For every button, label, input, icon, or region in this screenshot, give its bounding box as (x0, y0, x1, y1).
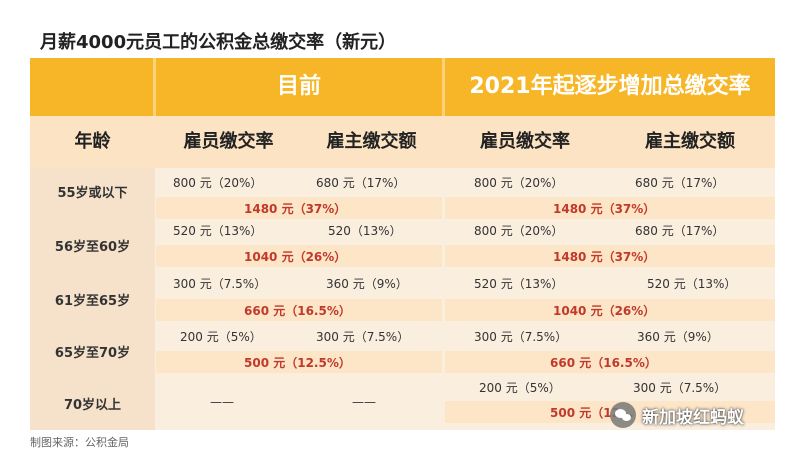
row-age: 56岁至60岁 (54, 240, 131, 255)
total-band (156, 197, 442, 219)
cur-employee-cell: 800 元（20%） (173, 176, 263, 190)
col-employee-rate-2021: 雇员缴交率 (480, 131, 570, 152)
new-total-cell: 660 元（16.5%） (550, 356, 657, 370)
new-employer-cell: 300 元（7.5%） (633, 381, 727, 395)
total-band (445, 245, 775, 267)
header-divider (442, 58, 445, 116)
cur-employee-cell: 520 元（13%） (173, 224, 263, 238)
header-future: 2021年起逐步增加总缴交率 (469, 74, 751, 99)
source-note: 制图来源：公积金局 (30, 436, 129, 449)
new-total-cell: 1040 元（26%） (553, 304, 656, 318)
col-employee-rate: 雇员缴交率 (183, 131, 274, 152)
new-employer-cell: 520 元（13%） (647, 277, 737, 291)
cur-employer-cell: 360 元（9%） (326, 277, 408, 291)
col-employer-amount: 雇主缴交额 (326, 131, 417, 152)
new-employer-cell: 360 元（9%） (637, 330, 719, 344)
page-title: 月薪4000元员工的公积金总缴交率（新元） (40, 32, 397, 53)
cur-total-cell: 1040 元（26%） (244, 250, 347, 264)
wechat-icon (610, 402, 636, 428)
header-current: 目前 (276, 74, 321, 99)
total-band (445, 197, 775, 219)
header-divider (153, 58, 156, 116)
age-column (30, 168, 155, 430)
cur-total-cell: 500 元（12.5%） (244, 356, 351, 370)
new-employee-cell: 200 元（5%） (479, 381, 561, 395)
cpf-rate-table: 目前 2021年起逐步增加总缴交率 年龄 雇员缴交率 雇主缴交额 雇员缴交率 雇… (30, 58, 775, 430)
cur-employer-cell: 680 元（17%） (316, 176, 406, 190)
cur-employer-cell: —— (352, 395, 376, 409)
new-employer-cell: 680 元（17%） (635, 176, 725, 190)
row-age: 70岁以上 (63, 398, 122, 413)
new-employee-cell: 800 元（20%） (474, 224, 564, 238)
cur-employee-cell: —— (210, 395, 234, 409)
new-employee-cell: 300 元（7.5%） (474, 330, 568, 344)
col-age: 年龄 (74, 131, 111, 152)
new-employee-cell: 800 元（20%） (474, 176, 564, 190)
total-band (445, 351, 775, 373)
watermark-text: 新加坡红蚂蚁 (642, 407, 744, 428)
row-age: 55岁或以下 (57, 186, 128, 201)
new-employee-cell: 520 元（13%） (474, 277, 564, 291)
row-age: 65岁至70岁 (54, 346, 131, 361)
table-subheader (30, 116, 775, 168)
new-employer-cell: 680 元（17%） (635, 224, 725, 238)
cur-employee-cell: 200 元（5%） (180, 330, 262, 344)
cur-total-cell: 660 元（16.5%） (244, 304, 351, 318)
watermark: 新加坡红蚂蚁 (610, 400, 744, 430)
cur-employer-cell: 520（13%） (328, 224, 402, 238)
total-band (156, 351, 442, 373)
total-band (156, 299, 442, 321)
total-band (445, 299, 775, 321)
cur-employer-cell: 300 元（7.5%） (316, 330, 410, 344)
new-total-cell: 1480 元（37%） (553, 202, 656, 216)
row-age: 61岁至65岁 (54, 294, 131, 309)
col-employer-amount-2021: 雇主缴交额 (645, 131, 735, 152)
new-total-cell: 1480 元（37%） (553, 250, 656, 264)
total-band (156, 245, 442, 267)
cur-total-cell: 1480 元（37%） (244, 202, 347, 216)
cur-employee-cell: 300 元（7.5%） (173, 277, 267, 291)
